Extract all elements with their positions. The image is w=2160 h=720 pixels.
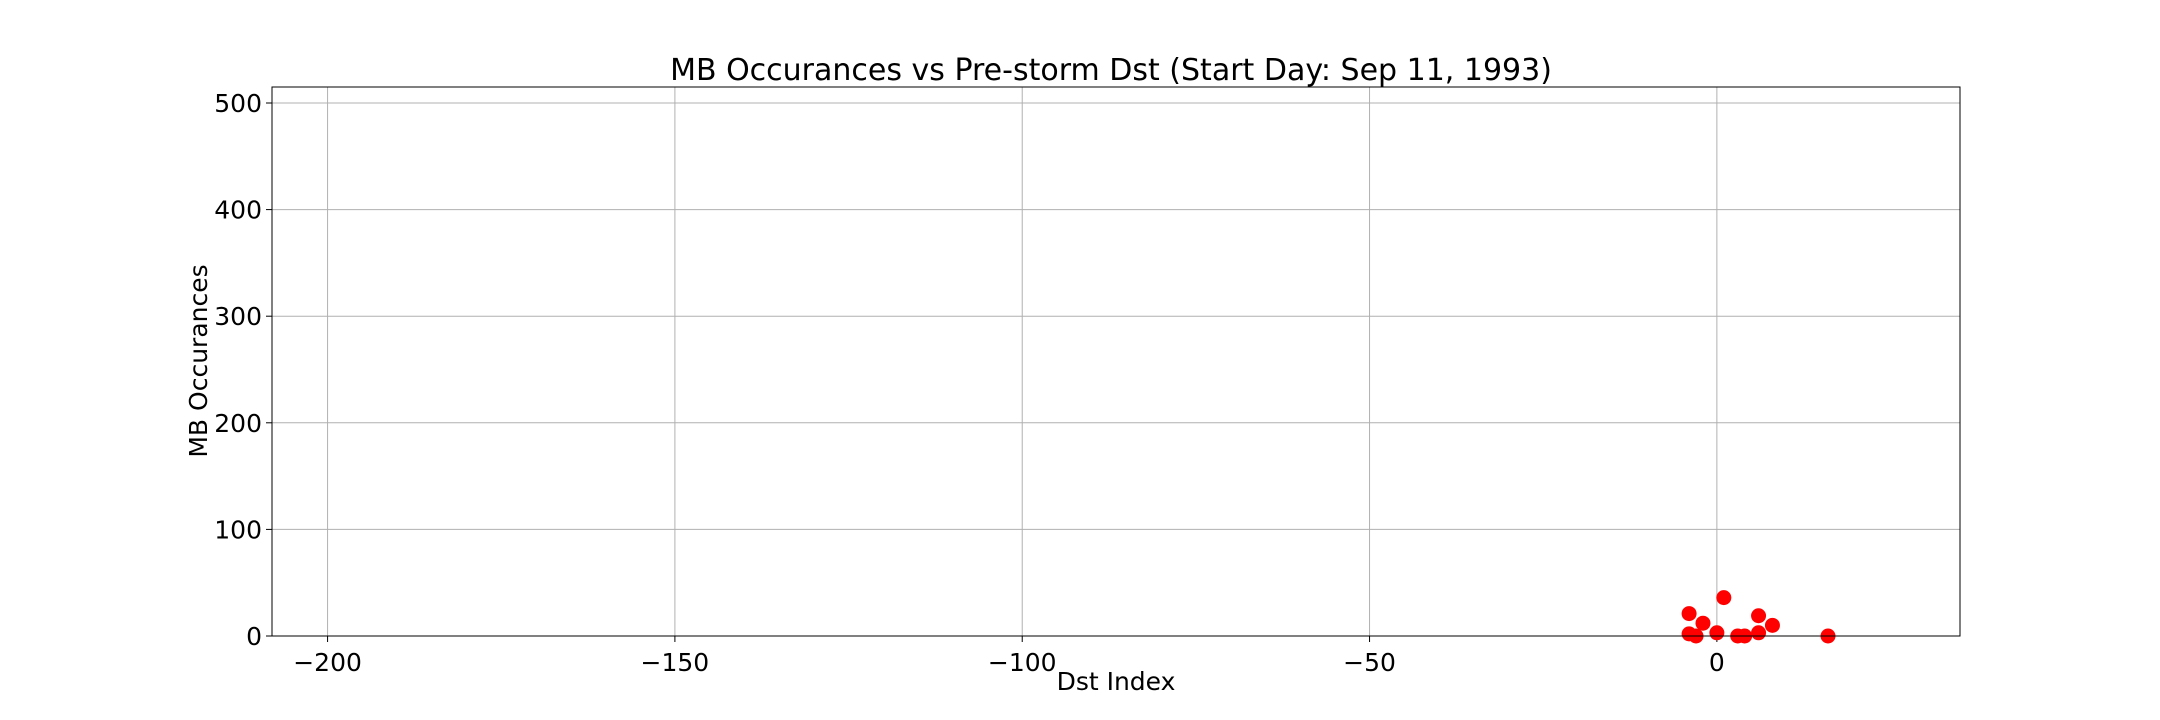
- y-tick-label: 500: [214, 89, 262, 118]
- grid: [272, 87, 1960, 637]
- x-tick-label: 0: [1709, 648, 1725, 677]
- x-tick-label: −50: [1343, 648, 1396, 677]
- x-tick-label: −150: [641, 648, 710, 677]
- y-tick-label: 300: [214, 302, 262, 331]
- x-axis-title: Dst Index: [1057, 667, 1176, 696]
- data-points: [1681, 590, 1836, 644]
- y-tick-label: 200: [214, 409, 262, 438]
- data-point: [1681, 606, 1697, 622]
- y-tick-label: 400: [214, 196, 262, 225]
- data-point: [1751, 625, 1767, 641]
- y-axis-title: MB Occurances: [184, 264, 213, 457]
- y-tick-label: 0: [246, 622, 262, 651]
- y-tick-label: 100: [214, 515, 262, 544]
- plot-frame: [271, 86, 1961, 637]
- data-point: [1764, 617, 1780, 633]
- axis-ticks: −200 −150 −100 −50 0 0 100 200 300 400 500: [214, 89, 1725, 677]
- data-point: [1716, 590, 1732, 606]
- chart-title: MB Occurances vs Pre-storm Dst (Start Da…: [670, 53, 1552, 88]
- data-point: [1751, 608, 1767, 624]
- x-tick-label: −200: [293, 648, 362, 677]
- x-tick-label: −100: [988, 648, 1057, 677]
- data-point: [1709, 625, 1725, 641]
- data-point: [1695, 615, 1711, 631]
